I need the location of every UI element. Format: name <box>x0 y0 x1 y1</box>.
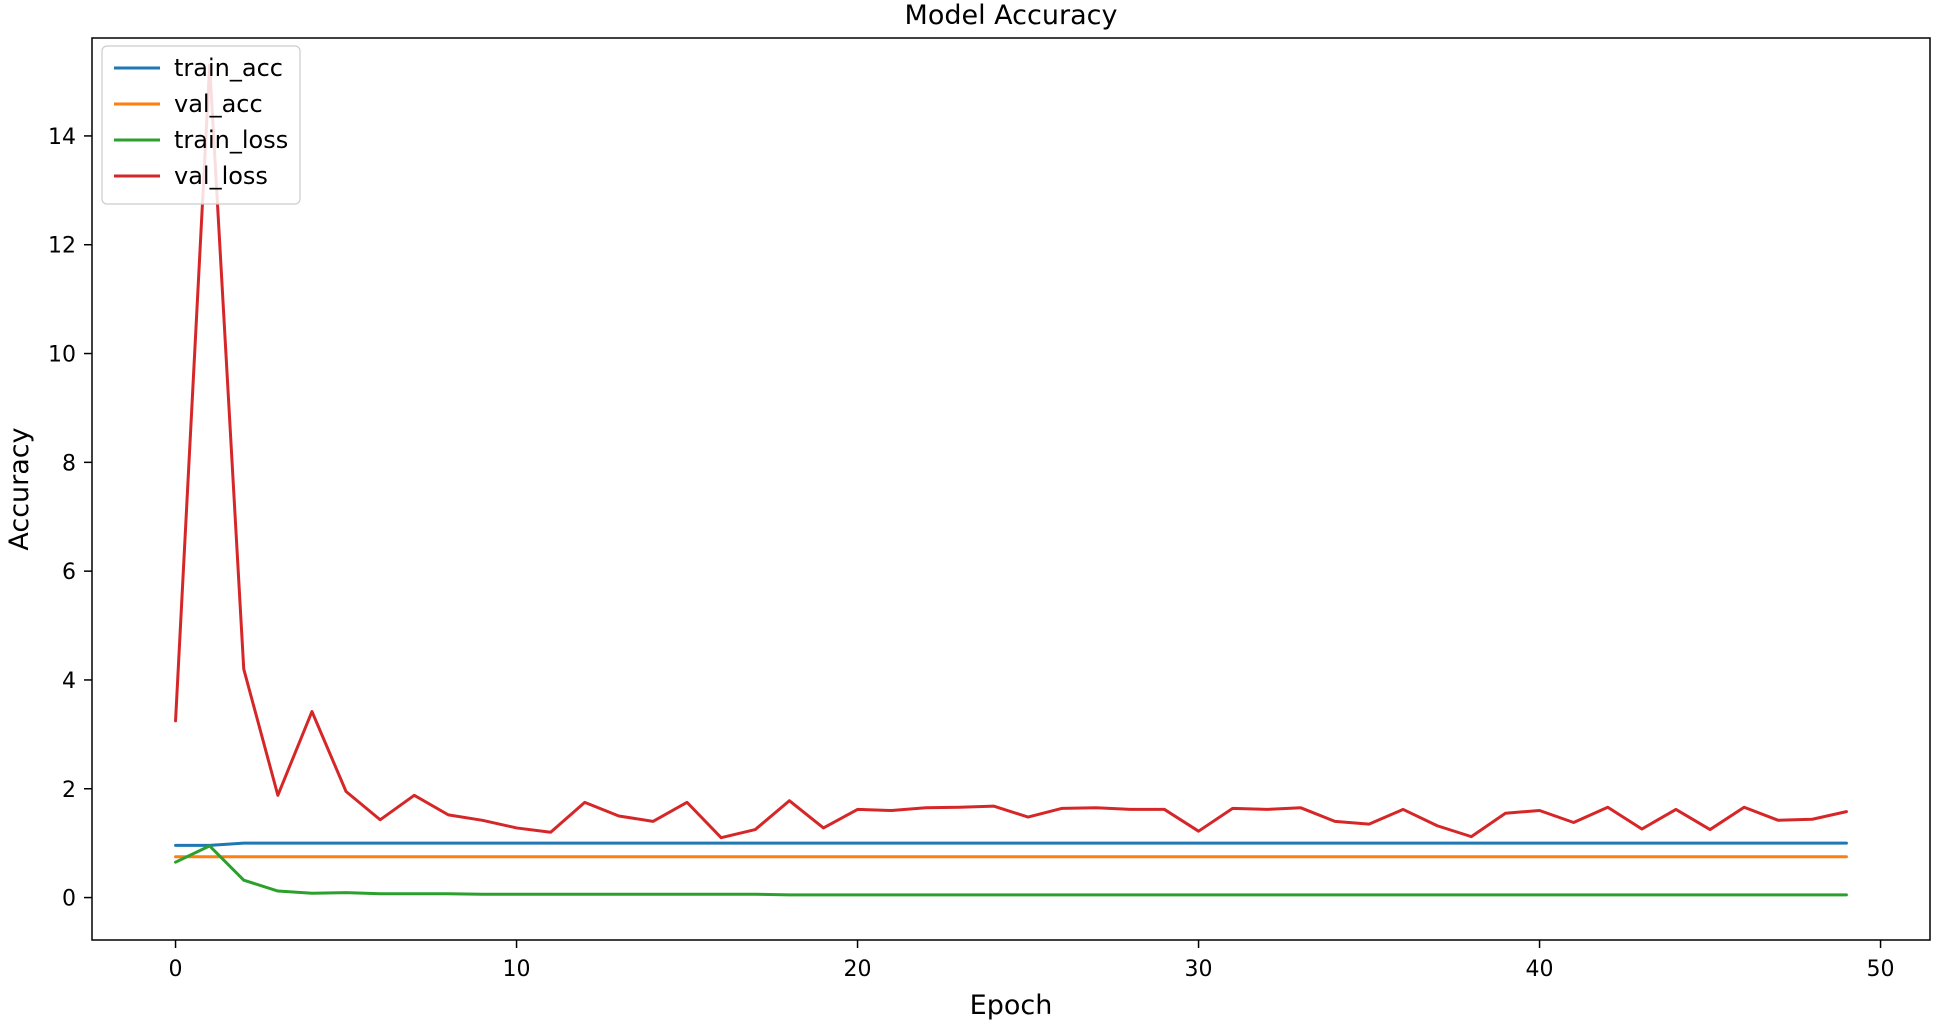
x-axis-ticks: 0 10 20 30 40 50 <box>169 940 1895 982</box>
legend-box <box>101 45 301 205</box>
series-line-train-acc <box>174 841 1848 847</box>
y-tick-label: 8 <box>62 451 76 476</box>
y-tick-label: 10 <box>48 343 76 368</box>
y-axis-label: Accuracy <box>4 427 35 550</box>
y-tick-label: 4 <box>62 669 76 694</box>
x-axis-label: Epoch <box>970 990 1053 1021</box>
legend-label: train_acc <box>174 54 283 82</box>
x-tick-label: 20 <box>844 957 872 982</box>
x-tick-label: 0 <box>169 957 183 982</box>
y-tick-label: 2 <box>62 778 76 803</box>
legend-label: val_loss <box>174 162 268 190</box>
y-tick-label: 14 <box>48 125 76 150</box>
chart-title: Model Accuracy <box>905 0 1118 31</box>
y-axis-ticks: 0 2 4 6 8 10 12 14 <box>48 125 92 912</box>
legend-label: val_acc <box>174 90 263 118</box>
y-tick-label: 0 <box>62 887 76 912</box>
y-tick-label: 6 <box>62 560 76 585</box>
legend-label: train_loss <box>174 126 288 154</box>
legend: train_acc val_acc train_loss val_loss <box>101 45 301 205</box>
x-tick-label: 30 <box>1185 957 1213 982</box>
series-line-val-loss <box>174 63 1848 840</box>
plot-frame <box>91 37 1931 941</box>
series-lines <box>174 63 1848 897</box>
x-tick-label: 50 <box>1867 957 1895 982</box>
x-tick-label: 10 <box>503 957 531 982</box>
y-tick-label: 12 <box>48 234 76 259</box>
x-tick-label: 40 <box>1526 957 1554 982</box>
series-line-train-loss <box>174 844 1848 897</box>
